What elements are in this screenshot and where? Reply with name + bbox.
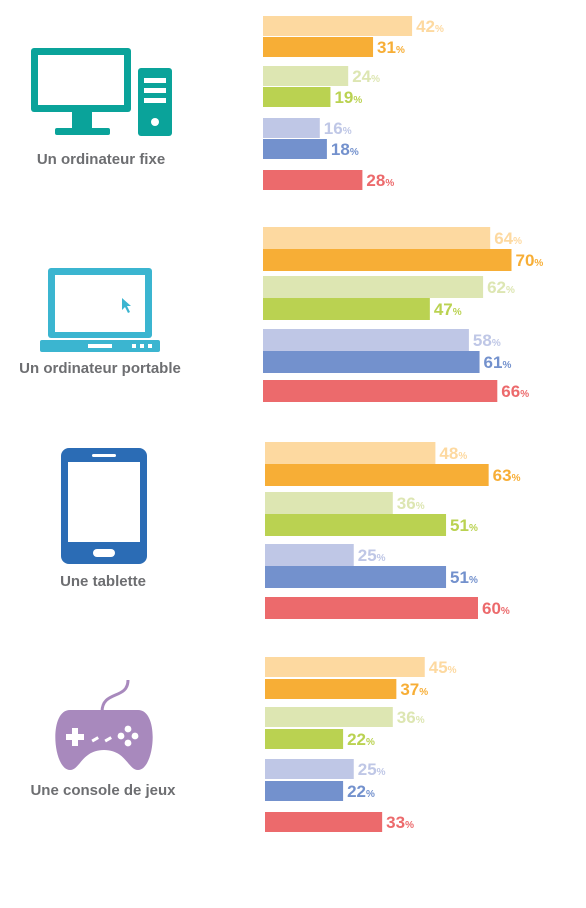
bar-value-label: 58% [473,331,501,350]
laptop-icon [40,268,160,352]
tablet-icon [61,448,147,564]
bar-2 [263,249,512,271]
bar-value-label: 25% [358,546,386,565]
bar-5 [263,329,469,351]
group-label-laptop: Un ordinateur portable [19,360,181,377]
bar-value-label: 66% [501,382,529,401]
bar-7 [263,380,498,402]
bar-4 [263,298,430,320]
bar-1 [265,442,436,464]
bar-value-label: 51% [450,568,478,587]
bar-5 [265,759,354,779]
bar-value-label: 31% [377,38,405,57]
bar-4 [265,514,447,536]
bars-desktop: 42% 31% 24% 19% 16% 18% 28% [263,16,444,190]
bar-3 [265,707,393,727]
group-laptop: Un ordinateur portable 64% 70%62% 47% 58% 61… [19,227,543,402]
desktop-computer-icon [31,48,172,136]
bar-value-label: 16% [324,119,352,138]
bar-value-label: 60% [482,599,510,618]
bar-value-label: 25% [358,760,386,779]
bar-value-label: 33% [386,813,414,832]
bar-6 [265,781,344,801]
bar-4 [265,729,344,749]
bars-tablet: 48%63%36%51%25%51%60% [265,442,521,619]
bar-7 [263,170,363,190]
bar-1 [263,227,491,249]
bar-value-label: 64% [494,229,522,248]
bar-1 [263,16,413,36]
bars-laptop: 64% 70%62% 47% 58% 61% 66% [263,227,543,402]
bar-3 [263,276,484,298]
group-desktop: Un ordinateur fixe 42% 31% 24% 19% 16% 18% 28% [31,16,444,190]
group-label-console: Une console de jeux [30,782,176,799]
bar-value-label: 19% [334,88,362,107]
bar-3 [265,492,393,514]
bar-5 [265,544,354,566]
group-console: Une console de jeux 45%37% 36% 22% 25% 22% 33… [30,657,457,832]
bar-value-label: 28% [366,171,394,190]
bar-value-label: 62% [487,278,515,297]
bar-6 [263,139,327,159]
bar-7 [265,597,478,619]
bar-4 [263,87,331,107]
bar-value-label: 36% [397,494,425,513]
bar-value-label: 47% [434,300,462,319]
bar-value-label: 22% [347,782,375,801]
bar-value-label: 48% [439,444,467,463]
bar-value-label: 36% [397,708,425,727]
bar-value-label: 37% [400,680,428,699]
bar-1 [265,657,425,677]
bar-2 [263,37,374,57]
bar-value-label: 18% [331,140,359,159]
bar-value-label: 42% [416,17,444,36]
bar-value-label: 24% [352,67,380,86]
bar-7 [265,812,383,832]
bar-value-label: 63% [493,466,521,485]
bar-value-label: 22% [347,730,375,749]
bar-3 [263,66,349,86]
bar-2 [265,679,397,699]
bar-2 [265,464,489,486]
game-controller-icon [55,679,153,770]
bar-value-label: 51% [450,516,478,535]
group-label-tablet: Une tablette [60,573,146,590]
bars-console: 45%37% 36% 22% 25% 22% 33% [265,657,457,832]
bar-value-label: 45% [429,658,457,677]
bar-value-label: 70% [516,251,544,270]
bar-value-label: 61% [484,353,512,372]
group-tablet: Une tablette 48%63%36%51%25%51%60% [60,442,521,619]
bar-5 [263,118,320,138]
group-label-desktop: Un ordinateur fixe [37,151,165,168]
bar-6 [263,351,480,373]
bar-6 [265,566,447,588]
